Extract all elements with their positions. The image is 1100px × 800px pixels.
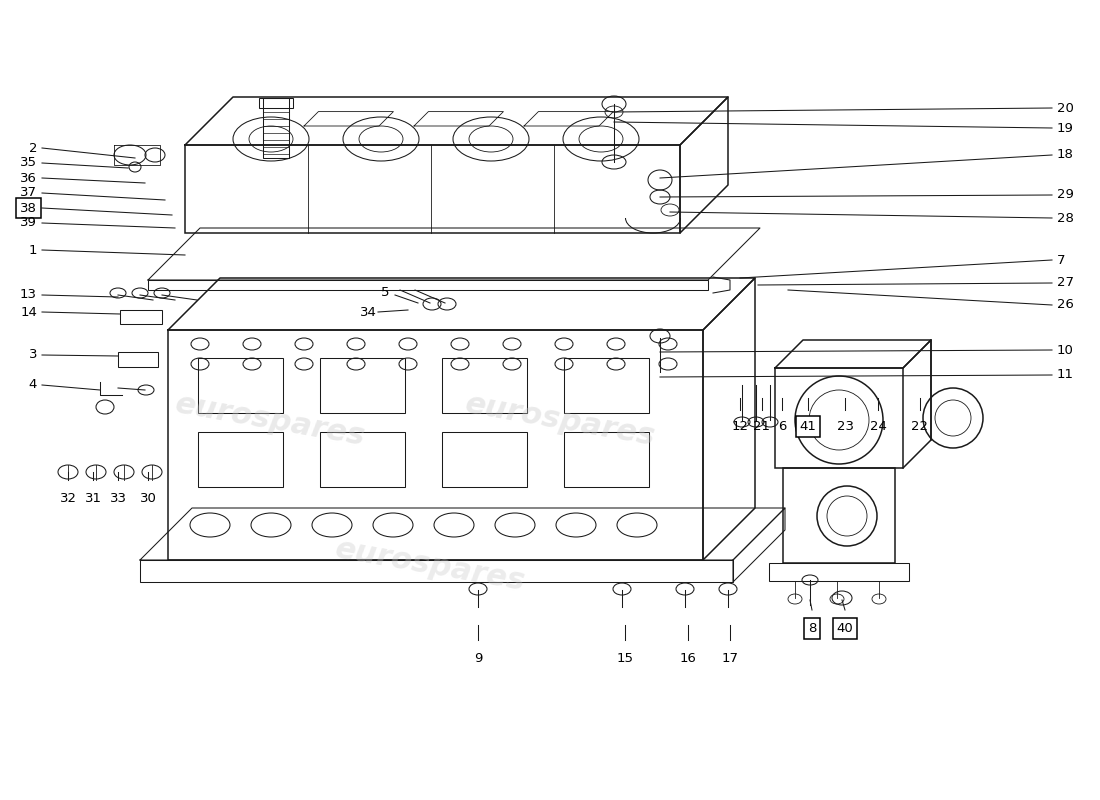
Bar [776, 368, 903, 468]
Text: 27: 27 [1057, 277, 1074, 290]
Bar [140, 560, 733, 582]
Text: 35: 35 [20, 157, 37, 170]
Text: eurospares: eurospares [173, 389, 367, 451]
Text: 11: 11 [1057, 369, 1074, 382]
Bar [148, 280, 708, 290]
Bar [442, 432, 527, 487]
Text: 7: 7 [1057, 254, 1066, 266]
Text: 10: 10 [1057, 343, 1074, 357]
Text: 4: 4 [29, 378, 37, 391]
Text: 41: 41 [800, 420, 816, 433]
Text: 32: 32 [59, 492, 77, 505]
Text: 5: 5 [381, 286, 389, 299]
Text: 20: 20 [1057, 102, 1074, 114]
Text: 16: 16 [680, 652, 696, 665]
Text: 14: 14 [20, 306, 37, 318]
Text: 28: 28 [1057, 211, 1074, 225]
Text: 36: 36 [20, 171, 37, 185]
Bar [258, 98, 293, 108]
Text: eurospares: eurospares [332, 534, 527, 596]
Text: 1: 1 [29, 243, 37, 257]
Text: 3: 3 [29, 349, 37, 362]
Bar [564, 358, 649, 413]
Text: eurospares: eurospares [463, 389, 658, 451]
Text: 29: 29 [1057, 189, 1074, 202]
Text: 31: 31 [85, 492, 101, 505]
Bar [320, 358, 405, 413]
Text: 22: 22 [912, 420, 928, 433]
Text: 17: 17 [722, 652, 738, 665]
Text: 24: 24 [870, 420, 887, 433]
Text: 19: 19 [1057, 122, 1074, 134]
Bar [185, 145, 680, 233]
Text: 40: 40 [837, 622, 854, 635]
Text: 13: 13 [20, 289, 37, 302]
Text: 38: 38 [20, 202, 37, 214]
Text: 8: 8 [807, 622, 816, 635]
Text: 12: 12 [732, 420, 748, 433]
Text: 15: 15 [616, 652, 634, 665]
Text: 39: 39 [20, 217, 37, 230]
Text: 30: 30 [140, 492, 156, 505]
Bar [769, 563, 909, 581]
Bar [442, 358, 527, 413]
Text: 18: 18 [1057, 149, 1074, 162]
Bar [168, 330, 703, 560]
Text: 21: 21 [754, 420, 770, 433]
Text: 33: 33 [110, 492, 126, 505]
Text: 6: 6 [778, 420, 786, 433]
Text: 37: 37 [20, 186, 37, 199]
Text: 23: 23 [836, 420, 854, 433]
Bar [564, 432, 649, 487]
Text: 34: 34 [360, 306, 376, 318]
Bar [118, 352, 158, 367]
Bar [783, 468, 895, 563]
Text: 2: 2 [29, 142, 37, 154]
Bar [198, 432, 283, 487]
Bar [320, 432, 405, 487]
Bar [120, 310, 162, 324]
Text: 9: 9 [474, 652, 482, 665]
Text: 26: 26 [1057, 298, 1074, 311]
Bar [263, 98, 289, 158]
Bar [198, 358, 283, 413]
